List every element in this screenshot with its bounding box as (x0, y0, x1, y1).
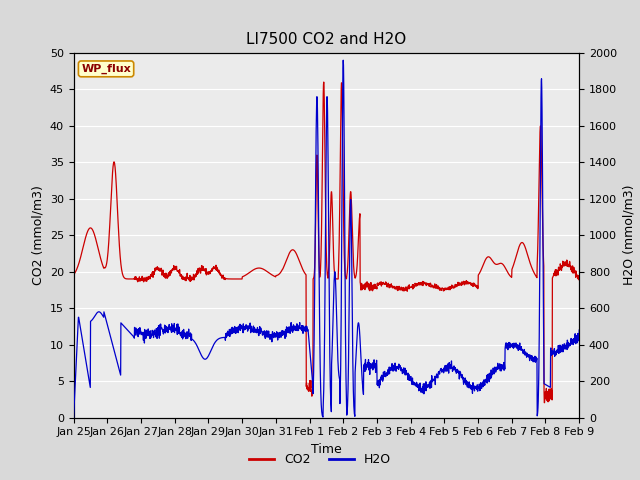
Text: WP_flux: WP_flux (81, 64, 131, 74)
Title: LI7500 CO2 and H2O: LI7500 CO2 and H2O (246, 33, 406, 48)
X-axis label: Time: Time (311, 443, 342, 456)
Y-axis label: H2O (mmol/m3): H2O (mmol/m3) (623, 185, 636, 286)
Legend: CO2, H2O: CO2, H2O (244, 448, 396, 471)
Y-axis label: CO2 (mmol/m3): CO2 (mmol/m3) (31, 185, 44, 285)
